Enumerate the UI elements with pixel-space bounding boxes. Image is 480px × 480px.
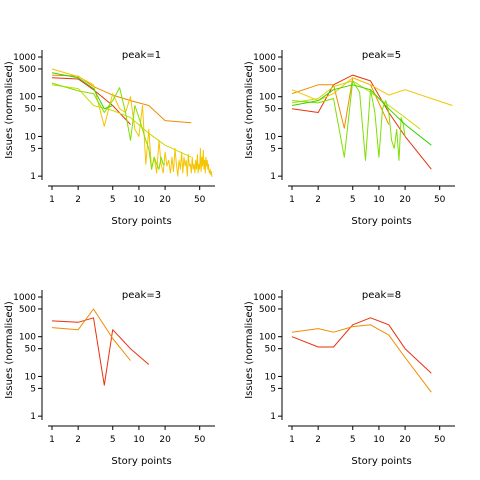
- chart-title: peak=3: [122, 290, 161, 301]
- x-tick-label: 5: [110, 195, 116, 205]
- x-tick-label: 50: [434, 435, 446, 445]
- chart-panel: 1 5 10 50 100 500 1000 1 2 5 10 20 50 peak=1 Story poi…: [4, 50, 215, 227]
- y-tick-label: 10: [265, 372, 277, 382]
- chart-title: peak=8: [362, 290, 401, 301]
- chart-title: peak=1: [122, 50, 161, 61]
- y-tick-label: 500: [259, 305, 276, 315]
- series-line: [51, 317, 150, 386]
- x-tick-label: 2: [315, 435, 321, 445]
- x-tick-label: 1: [49, 195, 55, 205]
- x-tick-label: 1: [49, 435, 55, 445]
- y-tick-label: 1: [30, 172, 36, 182]
- y-tick-label: 1: [30, 412, 36, 422]
- y-tick-label: 1: [270, 412, 276, 422]
- x-tick-label: 1: [289, 195, 295, 205]
- y-axis-label: Issues (normalised): [4, 301, 15, 399]
- y-tick-label: 10: [265, 132, 277, 142]
- series-line: [51, 82, 166, 170]
- x-tick-label: 20: [399, 195, 411, 205]
- y-tick-label: 100: [19, 93, 36, 103]
- y-tick-label: 50: [265, 345, 277, 355]
- y-tick-label: 10: [25, 132, 37, 142]
- x-tick-label: 50: [434, 195, 446, 205]
- x-tick-label: 5: [350, 435, 356, 445]
- series-line: [291, 80, 406, 161]
- x-tick-label: 10: [133, 435, 145, 445]
- y-tick-label: 5: [30, 384, 36, 394]
- y-tick-label: 500: [259, 65, 276, 75]
- y-axis-label: Issues (normalised): [244, 301, 255, 399]
- series-line: [291, 84, 432, 146]
- series-line: [291, 317, 432, 374]
- y-tick-label: 1000: [13, 293, 36, 303]
- y-tick-label: 5: [30, 144, 36, 154]
- y-tick-label: 5: [270, 144, 276, 154]
- x-tick-label: 5: [110, 435, 116, 445]
- x-tick-label: 20: [159, 435, 171, 445]
- x-tick-label: 50: [194, 195, 206, 205]
- y-tick-label: 10: [25, 372, 37, 382]
- x-tick-label: 10: [133, 195, 145, 205]
- x-axis-label: Story points: [111, 216, 171, 227]
- y-tick-label: 50: [265, 105, 277, 115]
- series-line: [291, 74, 432, 170]
- x-tick-label: 2: [75, 195, 81, 205]
- y-tick-label: 100: [19, 333, 36, 343]
- y-axis-label: Issues (normalised): [4, 61, 15, 159]
- x-tick-label: 10: [373, 195, 385, 205]
- y-tick-label: 1000: [253, 53, 276, 63]
- chart-panel: 1 5 10 50 100 500 1000 1 2 5 10 20 50 peak=3 Story poi…: [4, 290, 215, 467]
- x-tick-label: 1: [289, 435, 295, 445]
- x-tick-label: 20: [399, 435, 411, 445]
- series-line: [51, 68, 213, 177]
- y-tick-label: 100: [259, 333, 276, 343]
- chart-title: peak=5: [362, 50, 401, 61]
- x-tick-label: 2: [75, 435, 81, 445]
- y-tick-label: 1000: [253, 293, 276, 303]
- x-tick-label: 10: [373, 435, 385, 445]
- series-line: [291, 80, 421, 130]
- x-tick-label: 2: [315, 195, 321, 205]
- chart-panel: 1 5 10 50 100 500 1000 1 2 5 10 20 50 peak=5 Story poi…: [244, 50, 455, 227]
- y-tick-label: 5: [270, 384, 276, 394]
- y-tick-label: 100: [259, 93, 276, 103]
- series-line: [291, 324, 432, 393]
- x-tick-label: 20: [159, 195, 171, 205]
- y-tick-label: 500: [19, 65, 36, 75]
- x-axis-label: Story points: [351, 456, 411, 467]
- y-tick-label: 1: [270, 172, 276, 182]
- y-tick-label: 50: [25, 345, 37, 355]
- series-line: [291, 77, 453, 106]
- y-tick-label: 50: [25, 105, 37, 115]
- y-tick-label: 500: [19, 305, 36, 315]
- x-axis-label: Story points: [351, 216, 411, 227]
- y-axis-label: Issues (normalised): [244, 61, 255, 159]
- y-tick-label: 1000: [13, 53, 36, 63]
- chart-panel: 1 5 10 50 100 500 1000 1 2 5 10 20 50 peak=8 Story poi…: [244, 290, 455, 467]
- series-line: [51, 77, 131, 125]
- series-line: [51, 72, 113, 110]
- x-tick-label: 50: [194, 435, 206, 445]
- series-line: [51, 308, 131, 361]
- x-tick-label: 5: [350, 195, 356, 205]
- x-axis-label: Story points: [111, 456, 171, 467]
